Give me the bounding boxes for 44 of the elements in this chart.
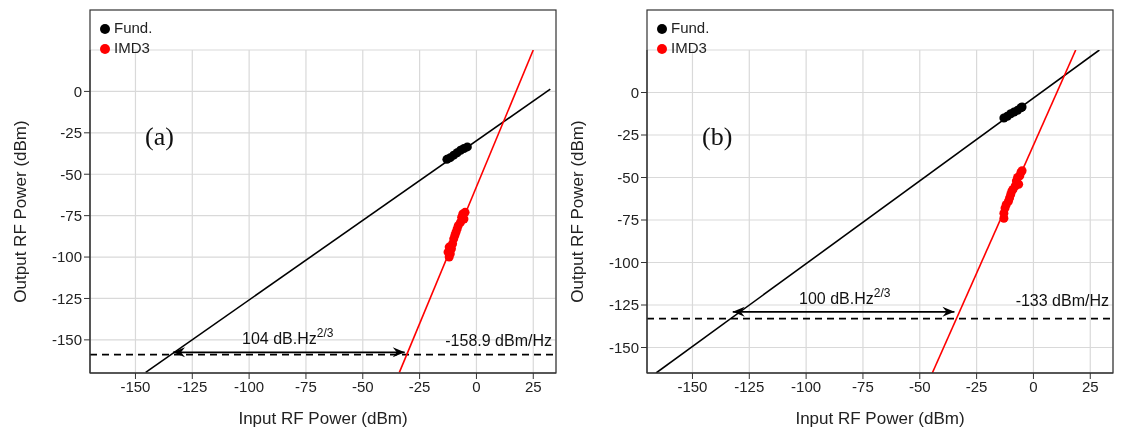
- x-tick-label: -25: [965, 377, 988, 395]
- x-tick-label: -50: [908, 377, 931, 395]
- annotation: (b): [702, 122, 733, 151]
- y-tick-label: -75: [60, 206, 82, 224]
- x-tick-label: -75: [852, 377, 874, 395]
- x-tick-label: -150: [677, 377, 708, 395]
- x-axis-title: Input RF Power (dBm): [795, 409, 965, 428]
- x-tick-label: -75: [295, 377, 317, 395]
- x-axis-title: Input RF Power (dBm): [238, 409, 408, 428]
- y-tick-label: -25: [617, 126, 639, 144]
- annotation: 104 dB.Hz$^{2/3}$: [242, 326, 334, 348]
- annotation: (a): [145, 122, 174, 151]
- x-tick-label: 25: [524, 377, 542, 395]
- x-tick-label: 25: [1081, 377, 1099, 395]
- x-tick-label: -125: [177, 377, 208, 395]
- legend-label: IMD3: [671, 39, 707, 56]
- x-tick-label: 0: [1029, 377, 1038, 395]
- legend-label: IMD3: [114, 39, 150, 56]
- ref-line-label: -133 dBm/Hz: [1015, 291, 1109, 309]
- y-tick-label: -125: [608, 296, 639, 314]
- y-tick-label: 0: [73, 82, 82, 100]
- legend-label: Fund.: [671, 19, 710, 36]
- x-tick-label: -50: [351, 377, 374, 395]
- ref-line-label: -158.9 dBm/Hz: [445, 332, 552, 350]
- legend-label: Fund.: [114, 19, 153, 36]
- x-tick-label: 0: [472, 377, 481, 395]
- y-tick-label: -100: [51, 248, 82, 266]
- x-tick-label: -100: [234, 377, 265, 395]
- x-tick-label: -25: [408, 377, 431, 395]
- y-tick-label: -75: [617, 211, 639, 229]
- y-tick-label: -50: [60, 165, 82, 183]
- x-tick-label: -100: [791, 377, 822, 395]
- x-tick-label: -150: [120, 377, 151, 395]
- y-tick-label: -100: [608, 253, 639, 271]
- y-tick-label: -25: [60, 124, 82, 142]
- x-tick-label: -125: [734, 377, 765, 395]
- y-axis-title: Output RF Power (dBm): [11, 120, 31, 303]
- y-tick-label: -150: [608, 338, 639, 356]
- y-tick-label: -125: [51, 289, 82, 307]
- y-tick-label: -150: [51, 331, 82, 349]
- y-axis-title: Output RF Power (dBm): [568, 120, 588, 303]
- annotation: 100 dB.Hz$^{2/3}$: [799, 285, 891, 307]
- y-tick-label: 0: [630, 83, 639, 101]
- y-tick-label: -50: [617, 168, 639, 186]
